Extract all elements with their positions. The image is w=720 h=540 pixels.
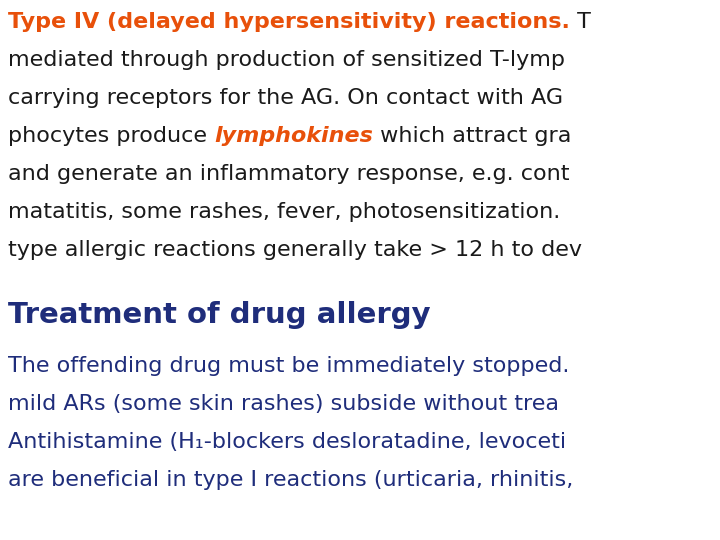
Text: mediated through production of sensitized T-lymp: mediated through production of sensitize… (8, 50, 565, 70)
Text: type allergic reactions generally take > 12 h to dev: type allergic reactions generally take >… (8, 240, 582, 260)
Text: Antihistamine (H₁-blockers desloratadine, levoceti: Antihistamine (H₁-blockers desloratadine… (8, 432, 566, 452)
Text: The offending drug must be immediately stopped.: The offending drug must be immediately s… (8, 356, 570, 376)
Text: phocytes produce: phocytes produce (8, 126, 214, 146)
Text: lymphokines: lymphokines (214, 126, 373, 146)
Text: which attract gra: which attract gra (373, 126, 572, 146)
Text: Treatment of drug allergy: Treatment of drug allergy (8, 301, 431, 329)
Text: matatitis, some rashes, fever, photosensitization.: matatitis, some rashes, fever, photosens… (8, 202, 560, 222)
Text: and generate an inflammatory response, e.g. cont: and generate an inflammatory response, e… (8, 164, 570, 184)
Text: mild ARs (some skin rashes) subside without trea: mild ARs (some skin rashes) subside with… (8, 394, 559, 414)
Text: T: T (570, 12, 590, 32)
Text: are beneficial in type I reactions (urticaria, rhinitis,: are beneficial in type I reactions (urti… (8, 470, 573, 490)
Text: carrying receptors for the AG. On contact with AG: carrying receptors for the AG. On contac… (8, 88, 563, 108)
Text: Type IV (delayed hypersensitivity) reactions.: Type IV (delayed hypersensitivity) react… (8, 12, 570, 32)
